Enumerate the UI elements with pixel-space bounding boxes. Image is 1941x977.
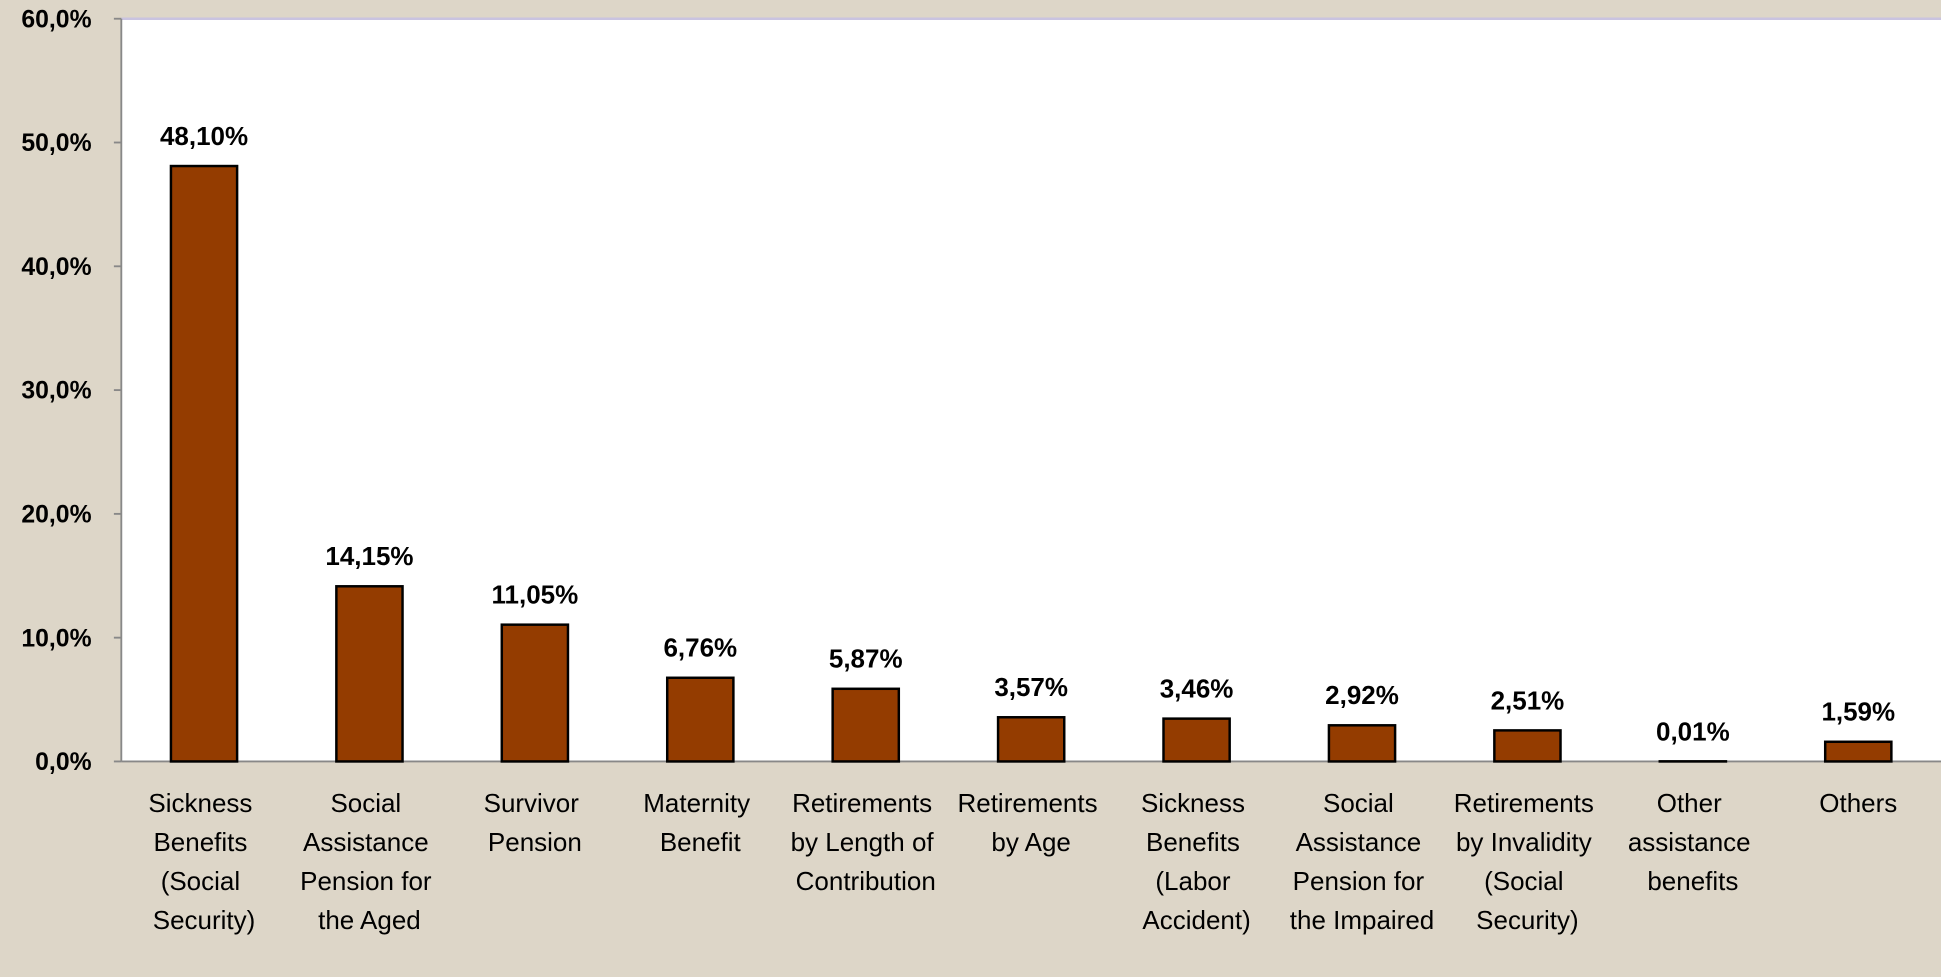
x-tick-label: Survivor Pension xyxy=(484,788,587,857)
y-tick-label: 40,0% xyxy=(21,254,91,281)
bar xyxy=(169,164,239,763)
data-label: 5,87% xyxy=(829,644,903,674)
y-tick-label: 0,0% xyxy=(35,749,91,776)
y-tick-label: 60,0% xyxy=(21,6,91,33)
data-label: 0,01% xyxy=(1656,716,1730,746)
data-label: 14,15% xyxy=(325,541,413,571)
data-label: 1,59% xyxy=(1821,697,1895,727)
x-tick-label: Retirements by Invalidity (Social Securi… xyxy=(1454,788,1601,935)
bar xyxy=(335,585,404,763)
x-tick-label: Retirements by Age xyxy=(958,788,1105,857)
bar xyxy=(1327,724,1397,763)
bar xyxy=(1162,717,1231,763)
bar xyxy=(665,676,735,763)
data-label: 3,46% xyxy=(1160,674,1234,704)
data-label: 3,57% xyxy=(994,672,1068,702)
bar xyxy=(1823,740,1893,763)
y-tick-label: 10,0% xyxy=(21,625,91,652)
x-tick-label: Others xyxy=(1819,788,1897,818)
y-tick-label: 20,0% xyxy=(21,502,91,529)
x-tick-label: Retirements by Length of Contribution xyxy=(791,788,941,896)
data-label: 6,76% xyxy=(663,633,737,663)
x-tick-label: Social Assistance Pension for the Impair… xyxy=(1290,788,1434,935)
bar xyxy=(996,716,1066,763)
data-label: 48,10% xyxy=(160,121,248,151)
y-tick-label: 30,0% xyxy=(21,378,91,405)
plot-area xyxy=(121,18,1941,762)
bar xyxy=(831,687,901,763)
data-label: 11,05% xyxy=(492,580,579,610)
bar xyxy=(1493,729,1562,763)
x-tick-label: Other assistance benefits xyxy=(1628,788,1758,896)
x-tick-label: Social Assistance Pension for the Aged xyxy=(300,788,439,935)
data-label: 2,51% xyxy=(1491,685,1565,715)
bar xyxy=(500,623,570,763)
x-tick-label: Sickness Benefits (Social Security) xyxy=(148,788,259,935)
x-tick-label: Sickness Benefits (Labor Accident) xyxy=(1141,788,1252,935)
y-tick-label: 50,0% xyxy=(21,130,91,157)
x-tick-label: Maternity Benefit xyxy=(643,788,757,857)
data-label: 2,92% xyxy=(1325,680,1399,710)
